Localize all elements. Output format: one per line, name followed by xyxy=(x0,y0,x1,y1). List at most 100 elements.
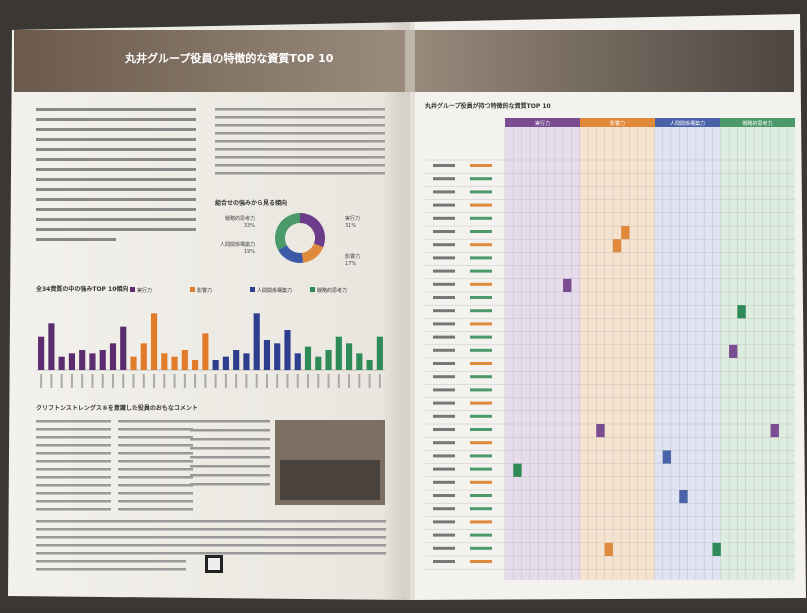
highlight-cell xyxy=(596,424,604,437)
bar-title: 全34資質の中の強みTOP 10傾向 xyxy=(35,285,128,293)
name-placeholder xyxy=(433,534,455,537)
bar xyxy=(182,350,188,370)
text-line xyxy=(36,476,111,479)
text-line xyxy=(190,447,270,450)
role-placeholder xyxy=(470,454,492,457)
text-line xyxy=(215,140,385,143)
category-label xyxy=(194,374,196,388)
name-placeholder xyxy=(433,520,455,523)
name-placeholder xyxy=(433,349,455,352)
text-line xyxy=(36,428,111,431)
bar xyxy=(69,353,75,370)
category-label xyxy=(122,374,124,388)
role-placeholder xyxy=(470,336,492,339)
text-line xyxy=(36,544,386,547)
name-placeholder xyxy=(433,415,455,418)
category-label xyxy=(133,374,135,388)
donut-label: 実行力 xyxy=(345,215,360,222)
bar xyxy=(305,347,311,370)
bar xyxy=(346,343,352,370)
bar xyxy=(120,327,126,370)
table-title: 丸井グループ役員が持つ特徴的な資質TOP 10 xyxy=(424,102,551,110)
bar xyxy=(141,343,147,370)
category-label xyxy=(61,374,63,388)
legend-swatch xyxy=(250,287,255,292)
donut-label: 戦略的思考力 xyxy=(225,215,255,222)
role-placeholder xyxy=(470,362,492,365)
bar xyxy=(356,353,362,370)
text-line xyxy=(118,468,193,471)
highlight-cell xyxy=(737,305,745,318)
name-placeholder xyxy=(433,468,455,471)
text-line xyxy=(215,132,385,135)
role-placeholder xyxy=(470,204,492,207)
name-placeholder xyxy=(433,322,455,325)
legend-swatch xyxy=(190,287,195,292)
role-placeholder xyxy=(470,428,492,431)
domain-label: 戦略的思考力 xyxy=(742,120,772,127)
bar xyxy=(59,357,65,370)
text-line xyxy=(118,476,193,479)
name-placeholder xyxy=(433,243,455,246)
text-line xyxy=(36,128,196,131)
text-line xyxy=(36,228,196,231)
text-line xyxy=(36,520,386,523)
domain-label: 人間関係構築力 xyxy=(670,120,705,127)
text-line xyxy=(118,452,193,455)
text-line xyxy=(118,492,193,495)
donut-value: 17% xyxy=(345,261,356,267)
name-placeholder xyxy=(433,256,455,259)
bar xyxy=(284,330,290,370)
text-line xyxy=(36,198,196,201)
category-label xyxy=(143,374,145,388)
legend-label: 影響力 xyxy=(197,287,212,294)
legend-swatch xyxy=(310,287,315,292)
category-label xyxy=(307,374,309,388)
bar xyxy=(161,353,167,370)
meeting-photo-detail xyxy=(280,460,380,500)
category-label xyxy=(348,374,350,388)
highlight-cell xyxy=(663,450,671,463)
category-label xyxy=(91,374,93,388)
text-line xyxy=(215,124,385,127)
name-placeholder xyxy=(433,217,455,220)
name-placeholder xyxy=(433,270,455,273)
text-line xyxy=(215,164,385,167)
role-placeholder xyxy=(470,507,492,510)
text-line xyxy=(36,560,186,563)
role-placeholder xyxy=(470,375,492,378)
text-line xyxy=(36,568,186,571)
domain-label: 影響力 xyxy=(610,120,625,127)
name-placeholder xyxy=(433,164,455,167)
name-placeholder xyxy=(433,283,455,286)
role-placeholder xyxy=(470,230,492,233)
bar xyxy=(130,357,136,370)
legend-label: 人間関係構築力 xyxy=(257,287,292,294)
category-label xyxy=(256,374,258,388)
highlight-cell xyxy=(729,345,737,358)
category-label xyxy=(276,374,278,388)
donut-value: 19% xyxy=(244,249,255,255)
highlight-cell xyxy=(613,239,621,252)
text-line xyxy=(36,552,386,555)
category-label xyxy=(286,374,288,388)
role-placeholder xyxy=(470,270,492,273)
highlight-cell xyxy=(605,543,613,556)
bar xyxy=(315,357,321,370)
donut-heading: 組合せの強みから見る傾向 xyxy=(215,199,287,207)
text-line xyxy=(190,483,270,486)
bar xyxy=(295,353,301,370)
text-line xyxy=(190,474,270,477)
bar xyxy=(48,323,54,370)
bar xyxy=(202,333,208,370)
category-label xyxy=(328,374,330,388)
role-placeholder xyxy=(470,402,492,405)
category-label xyxy=(40,374,42,388)
text-line xyxy=(215,108,385,111)
category-label xyxy=(184,374,186,388)
text-line xyxy=(215,172,385,175)
role-placeholder xyxy=(470,534,492,537)
bar xyxy=(233,350,239,370)
category-label xyxy=(338,374,340,388)
role-placeholder xyxy=(470,468,492,471)
